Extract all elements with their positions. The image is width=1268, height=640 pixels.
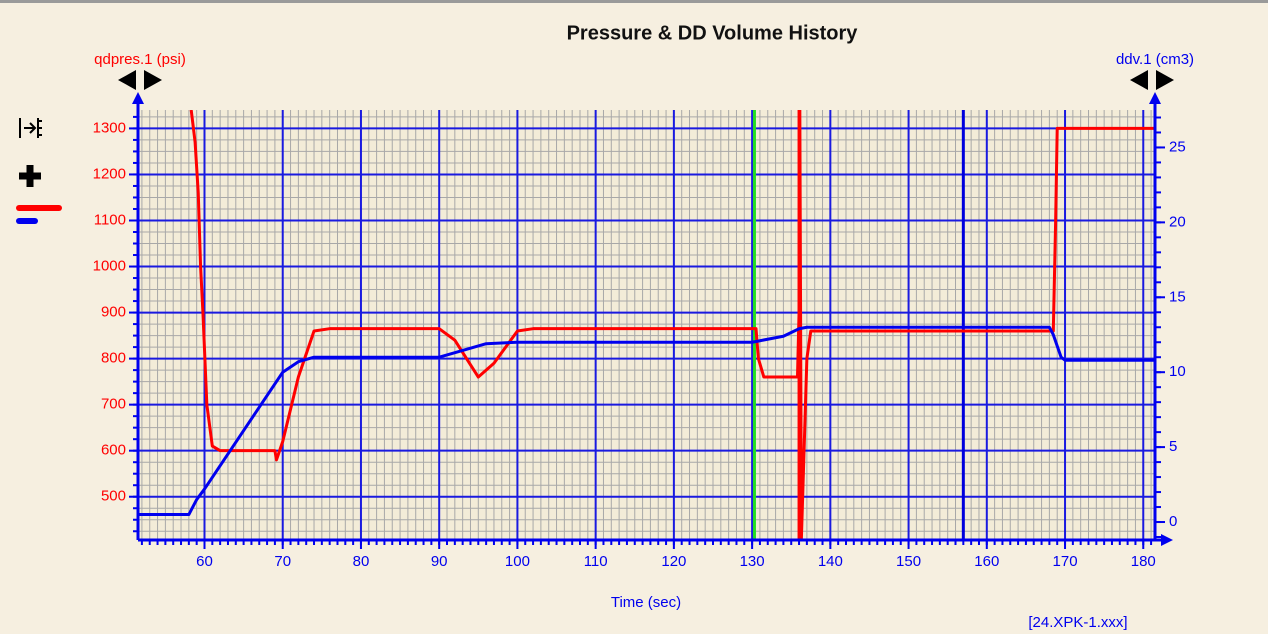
x-tick-label: 60 [196, 553, 213, 570]
x-tick-label: 140 [818, 553, 843, 570]
y2-tick-label: 0 [1169, 513, 1177, 530]
x-tick-label: 180 [1131, 553, 1156, 570]
x-tick-label: 80 [353, 553, 370, 570]
y-tick-label: 1100 [94, 211, 126, 228]
y2-axis-label: ddv.1 (cm3) [1116, 51, 1194, 68]
y-axis-arrow [132, 92, 144, 104]
footnote: [24.XPK-1.xxx] [1028, 614, 1127, 631]
y-tick-label: 1300 [93, 119, 126, 136]
grid [138, 110, 1155, 540]
y-tick-label: 800 [101, 350, 126, 367]
x-tick-label: 100 [505, 553, 530, 570]
y-tick-label: 600 [101, 442, 126, 459]
y2-tick-label: 20 [1169, 213, 1186, 230]
bottom-strip [0, 634, 1268, 640]
x-axis-arrow [1161, 534, 1173, 546]
x-tick-label: 130 [740, 553, 765, 570]
y2-tick-label: 10 [1169, 363, 1186, 380]
x-tick-label: 110 [584, 553, 608, 570]
x-tick-label: 160 [974, 553, 999, 570]
x-tick-label: 90 [431, 553, 448, 570]
y-axis-label: qdpres.1 (psi) [94, 51, 186, 68]
x-tick-label: 170 [1053, 553, 1078, 570]
toolbar-icons[interactable] [16, 118, 62, 224]
y2-tick-label: 5 [1169, 438, 1177, 455]
x-axis-label: Time (sec) [611, 594, 681, 611]
x-tick-label: 120 [661, 553, 686, 570]
y-tick-label: 500 [101, 488, 126, 505]
x-tick-label: 150 [896, 553, 921, 570]
plot-area [138, 110, 1155, 540]
y2-tick-label: 15 [1169, 288, 1186, 305]
chart-title: Pressure & DD Volume History [567, 22, 859, 44]
series-line [189, 110, 1155, 540]
y2-axis-arrow [1149, 92, 1161, 104]
y2-tick-label: 25 [1169, 138, 1186, 155]
y-tick-label: 1000 [93, 257, 126, 274]
axes: 60 70 80 90 100 110 120 130 140 150 160 170 18050060… [93, 92, 1186, 570]
scroll-arrows-right[interactable] [1130, 70, 1174, 90]
y-tick-label: 900 [101, 304, 126, 321]
y-tick-label: 1200 [93, 165, 126, 182]
y-tick-label: 700 [101, 396, 126, 413]
x-tick-label: 70 [274, 553, 291, 570]
series-line [138, 325, 1155, 517]
scroll-arrows-left[interactable] [118, 70, 162, 90]
top-border [0, 0, 1268, 3]
series-layer [138, 110, 1155, 540]
